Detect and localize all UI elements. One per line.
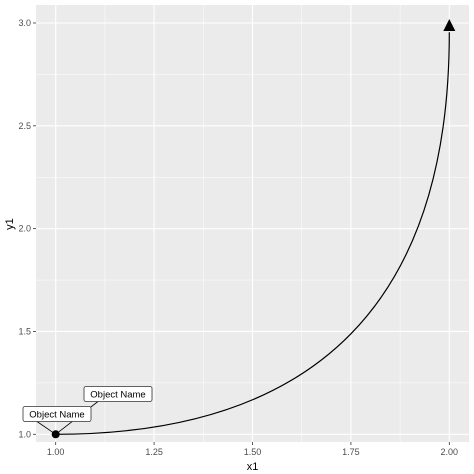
y-axis-ticks: 1.0 1.5 2.0 2.5 3.0 — [18, 18, 36, 439]
x-axis-ticks: 1.00 1.25 1.50 1.75 2.00 — [47, 442, 458, 457]
x-tick-label: 1.75 — [342, 447, 360, 457]
x-tick-label: 1.00 — [47, 447, 65, 457]
x-axis-title: x1 — [247, 461, 259, 473]
annotation-text: Object Name — [90, 390, 145, 401]
annotation-label: Object Name — [55, 386, 153, 435]
annotation-box — [22, 406, 92, 422]
y-axis-title: y1 — [4, 218, 16, 230]
annotation-label: Object Name — [22, 406, 92, 435]
x-tick-label: 2.00 — [441, 447, 459, 457]
y-tick-label: 3.0 — [18, 18, 31, 28]
y-tick-label: 1.0 — [18, 429, 31, 439]
y-tick-label: 1.5 — [18, 326, 31, 336]
grid-major — [36, 5, 469, 442]
x-tick-label: 1.50 — [244, 447, 262, 457]
curve-line — [55, 32, 450, 435]
x-tick-label: 1.25 — [145, 447, 163, 457]
arrowhead-marker — [443, 18, 456, 31]
annotation-text: Object Name — [29, 410, 84, 421]
annotation-box — [83, 386, 153, 402]
annotation-leader-line — [36, 421, 56, 435]
y-tick-label: 2.5 — [18, 121, 31, 131]
annotations: Object Name Object Name — [22, 386, 153, 435]
y-tick-label: 2.0 — [18, 224, 31, 234]
